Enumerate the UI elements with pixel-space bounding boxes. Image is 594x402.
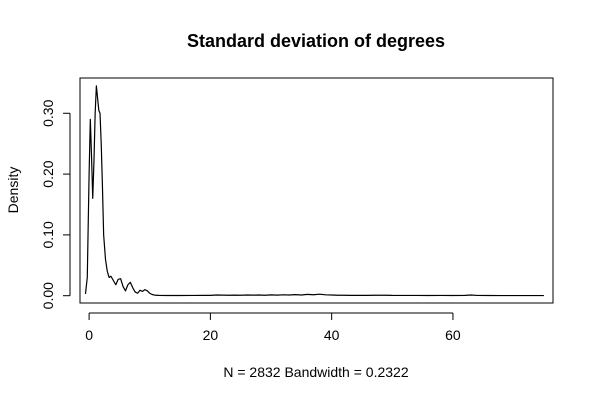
x-tick-label: 60 <box>445 327 461 343</box>
x-tick-label: 0 <box>85 327 93 343</box>
x-axis-label: N = 2832 Bandwidth = 0.2322 <box>223 364 408 380</box>
x-tick-label: 40 <box>324 327 340 343</box>
y-tick-label: 0.30 <box>40 99 56 126</box>
y-tick-label: 0.10 <box>40 221 56 248</box>
y-tick-label: 0.00 <box>40 282 56 309</box>
y-axis-label: Density <box>5 167 21 214</box>
y-axis: 0.00 0.10 0.20 0.30 <box>40 99 71 309</box>
y-tick-label: 0.20 <box>40 160 56 187</box>
plot-frame <box>79 77 554 304</box>
chart-title: Standard deviation of degrees <box>187 31 445 51</box>
x-tick-label: 20 <box>203 327 219 343</box>
density-curve <box>84 85 544 297</box>
x-axis: 0 20 40 60 <box>85 312 461 343</box>
